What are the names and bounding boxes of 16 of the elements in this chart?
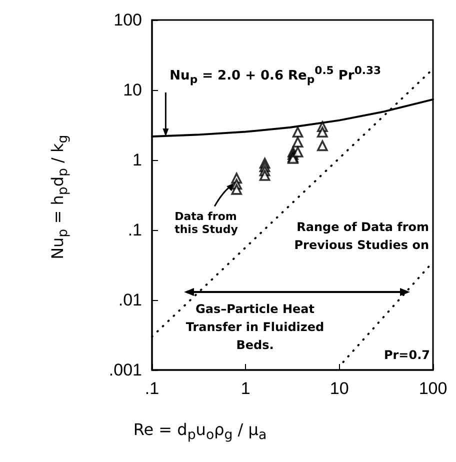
annotation: Pr=0.7 bbox=[382, 347, 430, 364]
annotation: Range of Data from Previous Studies on bbox=[293, 219, 429, 254]
y-tick-label: 100 bbox=[114, 10, 142, 30]
y-tick-label: .01 bbox=[118, 290, 142, 310]
annotation: Data from this Study bbox=[174, 210, 239, 237]
y-tick-label: 1 bbox=[132, 150, 142, 170]
annotation: Gas–Particle Heat Transfer in Fluidized Beds. bbox=[184, 301, 326, 354]
annotation: Nu$_{p}$ = 2.0 + 0.6 Re$_{p}$$^{0.5}$ Pr$^{0.33}$ bbox=[170, 64, 382, 86]
y-tick-label: .1 bbox=[128, 220, 142, 240]
x-tick-label: .1 bbox=[144, 379, 160, 398]
x-tick-label: 100 bbox=[418, 379, 448, 398]
x-tick-label: 1 bbox=[240, 379, 250, 398]
x-tick-label: 10 bbox=[330, 379, 349, 398]
y-tick-label: .001 bbox=[108, 360, 142, 380]
y-tick-label: 10 bbox=[123, 80, 142, 100]
x-axis-title: Re = d$_{p}$u$_{o}$ρ$_{g}$ / μ$_{a}$ bbox=[132, 420, 268, 444]
